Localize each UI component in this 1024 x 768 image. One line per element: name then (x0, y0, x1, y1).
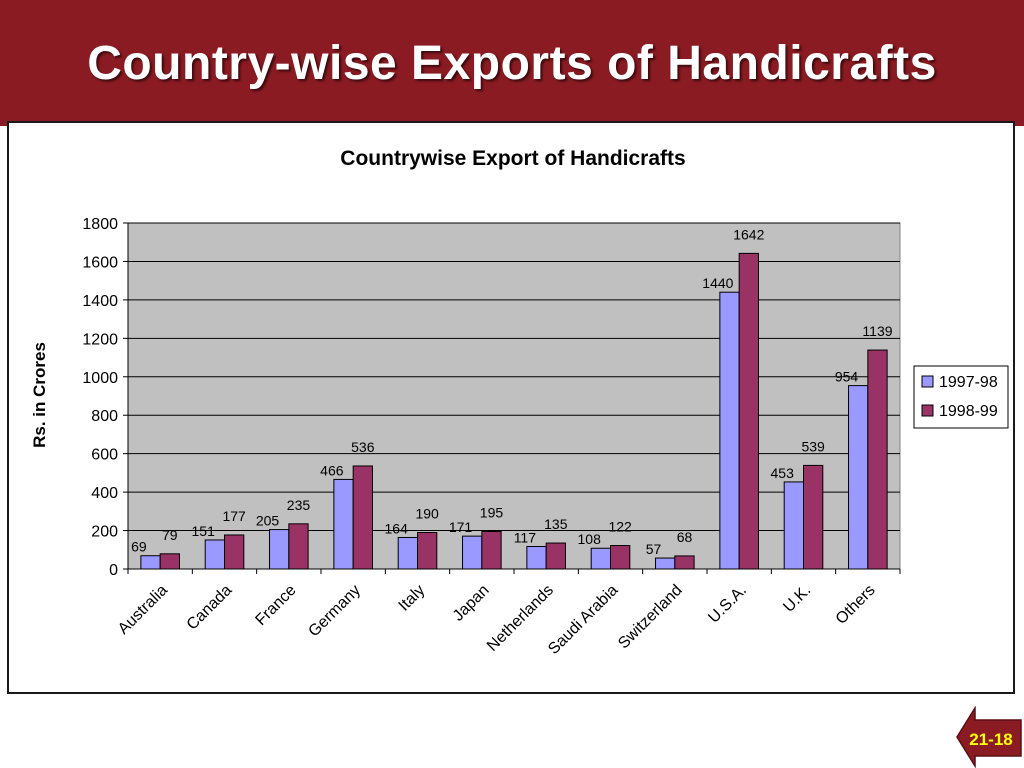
data-label: 205 (256, 513, 280, 529)
data-label: 1440 (702, 275, 733, 291)
bar (674, 555, 695, 570)
bar (204, 539, 225, 570)
data-label: 122 (608, 519, 632, 535)
slide-title: Country-wise Exports of Handicrafts (87, 37, 937, 90)
data-label: 68 (677, 529, 693, 545)
bar (462, 535, 483, 570)
y-tick-label: 600 (91, 447, 118, 464)
x-tick-label: Switzerland (615, 582, 686, 653)
bar (783, 481, 805, 570)
y-tick-label: 200 (91, 524, 118, 541)
x-tick-label: Italy (396, 582, 429, 615)
data-label: 539 (801, 438, 825, 454)
legend: 1997-98 1998-99 (913, 365, 1009, 429)
bar-chart: Countrywise Export of Handicrafts Rs. in… (30, 147, 1009, 658)
x-tick-label: U.S.A. (705, 582, 750, 627)
slide-header: Country-wise Exports of Handicrafts (0, 0, 1024, 126)
bar (333, 478, 354, 570)
bar (288, 523, 309, 570)
bar (803, 464, 824, 570)
x-tick-label: France (252, 582, 299, 629)
y-tick-label: 1000 (82, 370, 118, 387)
data-label: 164 (385, 520, 409, 536)
data-label: 171 (449, 519, 473, 535)
y-axis-label: Rs. in Crores (30, 342, 49, 448)
data-label: 190 (415, 505, 439, 521)
bar (224, 534, 245, 570)
legend-label: 1998-99 (939, 403, 998, 420)
page-number: 21-18 (969, 730, 1012, 749)
y-tick-label: 1600 (82, 254, 118, 271)
bar (269, 529, 290, 570)
data-label: 466 (320, 462, 344, 478)
bar (590, 547, 612, 570)
legend-box (913, 365, 1009, 429)
bar (526, 546, 547, 570)
data-label: 135 (544, 516, 568, 532)
x-tick-label: Germany (305, 582, 364, 641)
data-label: 108 (578, 531, 602, 547)
legend-swatch (921, 375, 934, 388)
y-tick-label: 1800 (82, 216, 118, 233)
data-label: 1642 (733, 226, 764, 242)
data-label: 453 (771, 465, 795, 481)
y-tick-label: 400 (91, 485, 118, 502)
data-label: 235 (287, 497, 311, 513)
data-label: 536 (351, 439, 375, 455)
bar (545, 542, 566, 570)
y-tick-label: 1400 (82, 293, 118, 310)
x-tick-label: Others (833, 582, 879, 628)
chart-title: Countrywise Export of Handicrafts (340, 147, 685, 170)
bar (140, 555, 161, 570)
data-label: 954 (835, 369, 859, 385)
data-label: 195 (480, 505, 504, 521)
bar (159, 553, 180, 570)
bar (848, 385, 869, 570)
bar (738, 252, 759, 570)
bar (610, 545, 631, 570)
data-label: 57 (646, 541, 662, 557)
data-label: 79 (162, 527, 178, 543)
plot-area: 0 200 400 600 800 1000 1200 1400 1600 1800 69 79 Aus… (82, 216, 901, 658)
data-label: 177 (222, 508, 246, 524)
bar (481, 531, 502, 570)
data-label: 69 (131, 539, 147, 555)
x-tick-label: Saudi Arabia (545, 582, 621, 658)
y-tick-label: 0 (109, 562, 118, 579)
bar (655, 557, 676, 570)
back-arrow-icon (956, 706, 1022, 768)
x-tick-label: Japan (450, 582, 493, 625)
x-tick-label: U.K. (780, 582, 814, 616)
bar (417, 531, 438, 570)
legend-swatch (921, 404, 934, 417)
bar (397, 536, 419, 570)
plot-background (127, 222, 901, 570)
legend-label: 1997-98 (939, 374, 998, 391)
bar (719, 291, 740, 570)
data-label: 151 (192, 523, 216, 539)
y-tick-label: 800 (91, 408, 118, 425)
y-tick-label: 1200 (82, 331, 118, 348)
x-tick-label: Australia (115, 582, 171, 638)
bar (352, 465, 373, 570)
data-label: 117 (514, 530, 537, 546)
x-tick-label: Canada (184, 582, 236, 634)
bar (867, 349, 888, 570)
chart-panel: Countrywise Export of Handicrafts Rs. in… (7, 121, 1015, 694)
page-number-arrow-badge: 21-18 (956, 706, 1022, 768)
data-label: 1139 (862, 323, 892, 339)
